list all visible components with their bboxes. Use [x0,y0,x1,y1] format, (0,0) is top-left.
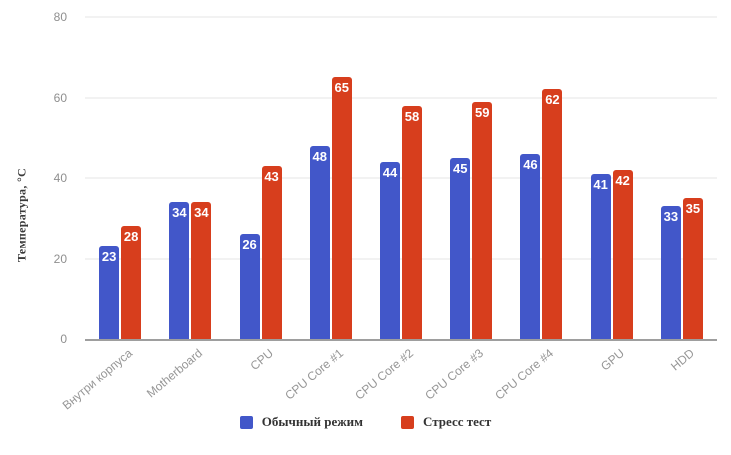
legend-label: Обычный режим [261,414,364,429]
bar-стресс-тест: 62 [542,89,563,339]
bar-value-label: 46 [523,156,538,172]
legend-swatch [401,415,415,429]
bar-group: 48 65 [296,17,366,339]
bar-group: 26 43 [225,17,295,339]
y-tick-label: 60 [53,90,67,105]
legend-item: Обычный режим [239,414,364,430]
bar-обычный-режим: 34 [169,202,190,339]
bar-group: 45 59 [436,17,506,339]
x-axis-labels: Внутри корпуса Motherboard CPU CPU Core #1 C… [60,344,717,414]
bar-value-label: 35 [685,201,701,217]
bar-value-label: 23 [101,249,117,265]
x-category-label: Motherboard [144,346,206,401]
bar-стресс-тест: 58 [401,105,422,339]
bar-value-label: 34 [194,205,209,221]
bar-value-label: 43 [264,168,279,184]
bar-стресс-тест: 34 [191,202,212,339]
bar-value-label: 65 [334,80,349,96]
bar-group: 34 34 [155,17,225,339]
bar-value-label: 58 [404,108,420,124]
bar-value-label: 42 [615,172,630,188]
bar-value-label: 62 [545,92,560,108]
x-category-label: CPU Core #2 [352,346,416,403]
gridline [85,258,717,259]
x-category-label: CPU [247,346,276,374]
bar-value-label: 48 [312,148,327,164]
bar-group: 33 35 [647,17,717,339]
legend: Обычный режим Стресс тест [0,414,731,430]
gridline [85,177,717,179]
y-tick-label: 0 [60,332,67,346]
bar-стресс-тест: 43 [261,165,282,339]
bar-стресс-тест: 65 [331,77,352,339]
y-tick-label: 20 [53,251,67,266]
plot-area: 23 28 34 34 26 43 48 65 44 58 45 59 46 62 41 42 33 35 [85,16,717,341]
bar-value-label: 26 [242,237,257,253]
bar-value-label: 41 [593,176,608,192]
bar-стресс-тест: 42 [612,169,633,339]
bar-group: 41 42 [577,17,647,339]
bar-обычный-режим: 41 [590,173,611,339]
gridline [85,97,717,98]
bar-value-label: 59 [474,104,490,120]
bar-обычный-режим: 48 [309,145,330,339]
x-category-label: HDD [667,346,697,374]
bar-стресс-тест: 35 [682,198,703,339]
bar-обычный-режим: 23 [99,246,120,339]
bar-обычный-режим: 45 [450,157,471,339]
legend-swatch [239,415,253,429]
legend-item: Стресс тест [401,414,491,430]
y-tick-label: 80 [53,10,67,24]
bar-value-label: 33 [663,209,679,225]
x-category-label: CPU Core #1 [282,346,346,403]
bar-обычный-режим: 33 [660,206,681,339]
bar-group: 44 58 [366,17,436,339]
bar-value-label: 44 [382,164,398,180]
x-category-label: Внутри корпуса [59,346,136,413]
gridline [85,16,717,18]
y-axis-ticks: 0 20 40 60 80 [0,10,70,346]
bar-group: 46 62 [506,17,576,339]
bar-groups: 23 28 34 34 26 43 48 65 44 58 45 59 46 62 41 42 33 35 [85,17,717,339]
bar-стресс-тест: 59 [472,101,493,339]
legend-label: Стресс тест [423,414,492,429]
bar-value-label: 28 [123,229,139,245]
bar-value-label: 34 [172,205,187,221]
bar-group: 23 28 [85,17,155,339]
x-category-label: GPU [597,346,627,374]
bar-обычный-режим: 26 [239,234,260,339]
x-category-label: CPU Core #3 [422,346,487,403]
x-category-label: CPU Core #4 [492,346,557,403]
bar-обычный-режим: 46 [520,153,541,339]
bar-value-label: 45 [452,160,468,176]
bar-стресс-тест: 28 [121,226,142,339]
bar-обычный-режим: 44 [379,161,400,339]
y-tick-label: 40 [53,171,67,185]
